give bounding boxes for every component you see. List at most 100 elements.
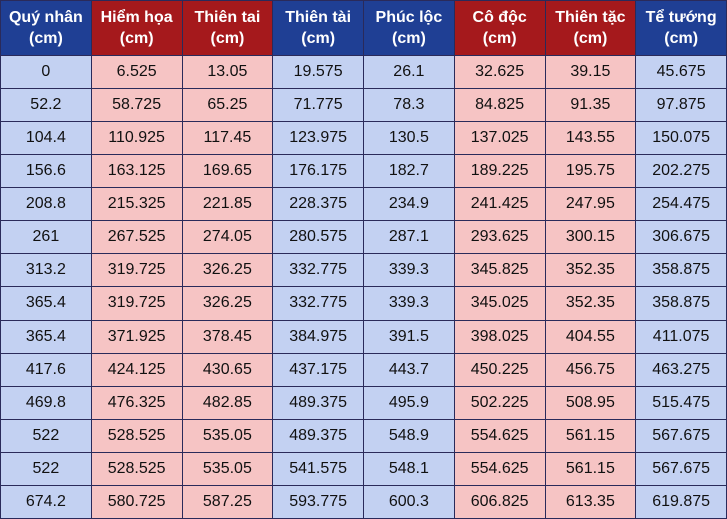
table-cell: 358.875	[635, 253, 727, 288]
column-unit: (cm)	[301, 30, 336, 47]
column-unit: (cm)	[664, 30, 699, 47]
table-cell: 32.625	[453, 54, 546, 90]
table-row: 0 6.525 13.05 19.575 26.1 32.625 39.15 45.675	[0, 54, 727, 90]
table-row: 156.6 163.125 169.65 176.175 182.7 189.225 195…	[0, 154, 727, 189]
table-cell: 535.05	[181, 418, 274, 453]
table-cell: 489.375	[272, 418, 364, 453]
table-cell: 548.1	[363, 451, 455, 486]
table-cell: 267.525	[90, 220, 183, 255]
table-cell: 45.675	[635, 54, 727, 90]
table-row: 365.4 319.725 326.25 332.775 339.3 345.025 352…	[0, 286, 727, 321]
table-cell: 345.025	[453, 286, 546, 321]
table-cell: 600.3	[363, 484, 455, 519]
table-cell: 58.725	[90, 88, 183, 123]
table-cell: 104.4	[0, 121, 92, 156]
table-cell: 6.525	[90, 54, 183, 90]
table-cell: 352.35	[544, 253, 637, 288]
table-cell: 97.875	[635, 88, 727, 123]
table-cell: 495.9	[363, 385, 455, 420]
table-cell: 411.075	[635, 319, 727, 354]
table-cell: 339.3	[363, 253, 455, 288]
table-cell: 123.975	[272, 121, 364, 156]
table-cell: 306.675	[635, 220, 727, 255]
table-cell: 528.525	[90, 451, 183, 486]
table-cell: 130.5	[363, 121, 455, 156]
table-cell: 391.5	[363, 319, 455, 354]
table-cell: 463.275	[635, 352, 727, 387]
table-row: 522 528.525 535.05 489.375 548.9 554.625 561.1…	[0, 418, 727, 453]
table-cell: 502.225	[453, 385, 546, 420]
table-cell: 156.6	[0, 154, 92, 189]
table-cell: 476.325	[90, 385, 183, 420]
table-cell: 319.725	[90, 253, 183, 288]
table-row: 522 528.525 535.05 541.575 548.1 554.625 561.1…	[0, 451, 727, 486]
table-cell: 215.325	[90, 187, 183, 222]
table-cell: 143.55	[544, 121, 637, 156]
column-header: Tể tướng (cm)	[635, 0, 727, 56]
table-cell: 332.775	[272, 253, 364, 288]
table-cell: 398.025	[453, 319, 546, 354]
table-cell: 384.975	[272, 319, 364, 354]
table-cell: 71.775	[272, 88, 364, 123]
table-row: 261 267.525 274.05 280.575 287.1 293.625 300.1…	[0, 220, 727, 255]
column-unit: (cm)	[391, 30, 426, 47]
table-cell: 39.15	[544, 54, 637, 90]
table-cell: 13.05	[181, 54, 274, 90]
table-cell: 163.125	[90, 154, 183, 189]
table-cell: 313.2	[0, 253, 92, 288]
column-header: Quý nhân (cm)	[0, 0, 92, 56]
table-row: 313.2 319.725 326.25 332.775 339.3 345.825 352…	[0, 253, 727, 288]
table-cell: 358.875	[635, 286, 727, 321]
column-name: Phúc lộc	[375, 9, 443, 26]
table-cell: 515.475	[635, 385, 727, 420]
column-unit: (cm)	[210, 30, 245, 47]
table-cell: 293.625	[453, 220, 546, 255]
table-cell: 228.375	[272, 187, 364, 222]
column-name: Hiểm họa	[100, 9, 173, 26]
table-cell: 456.75	[544, 352, 637, 387]
table-cell: 26.1	[363, 54, 455, 90]
table-cell: 274.05	[181, 220, 274, 255]
table-row: 52.2 58.725 65.25 71.775 78.3 84.825 91.35 97.8…	[0, 88, 727, 123]
table-cell: 332.775	[272, 286, 364, 321]
table-cell: 443.7	[363, 352, 455, 387]
table-cell: 221.85	[181, 187, 274, 222]
table-cell: 195.75	[544, 154, 637, 189]
table-cell: 522	[0, 451, 92, 486]
column-name: Quý nhân	[8, 9, 83, 26]
column-header: Phúc lộc (cm)	[363, 0, 455, 56]
header-row: Quý nhân (cm) Hiểm họa (cm) Thiên tai (cm) Thi…	[0, 0, 727, 56]
table-row: 674.2 580.725 587.25 593.775 600.3 606.825 613…	[0, 484, 727, 519]
table-cell: 508.95	[544, 385, 637, 420]
table-cell: 189.225	[453, 154, 546, 189]
table-cell: 169.65	[181, 154, 274, 189]
table-cell: 52.2	[0, 88, 92, 123]
column-name: Thiên tài	[285, 9, 352, 26]
table-cell: 202.275	[635, 154, 727, 189]
table-cell: 117.45	[181, 121, 274, 156]
table-cell: 541.575	[272, 451, 364, 486]
table-cell: 208.8	[0, 187, 92, 222]
table-row: 469.8 476.325 482.85 489.375 495.9 502.225 508…	[0, 385, 727, 420]
table-cell: 437.175	[272, 352, 364, 387]
column-name: Thiên tặc	[555, 9, 626, 26]
table-cell: 261	[0, 220, 92, 255]
table-cell: 345.825	[453, 253, 546, 288]
table-cell: 247.95	[544, 187, 637, 222]
table-cell: 567.675	[635, 451, 727, 486]
table-cell: 0	[0, 54, 92, 90]
table-cell: 319.725	[90, 286, 183, 321]
table-row: 104.4 110.925 117.45 123.975 130.5 137.025 143…	[0, 121, 727, 156]
table-row: 365.4 371.925 378.45 384.975 391.5 398.025 404…	[0, 319, 727, 354]
table-cell: 65.25	[181, 88, 274, 123]
table-cell: 587.25	[181, 484, 274, 519]
table-cell: 254.475	[635, 187, 727, 222]
table-cell: 371.925	[90, 319, 183, 354]
column-unit: (cm)	[573, 30, 608, 47]
table-cell: 430.65	[181, 352, 274, 387]
table-cell: 674.2	[0, 484, 92, 519]
table-row: 417.6 424.125 430.65 437.175 443.7 450.225 456…	[0, 352, 727, 387]
table-cell: 326.25	[181, 286, 274, 321]
table-cell: 365.4	[0, 286, 92, 321]
table-cell: 110.925	[90, 121, 183, 156]
